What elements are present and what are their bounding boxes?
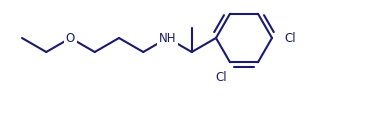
Text: Cl: Cl: [284, 31, 296, 45]
Text: Cl: Cl: [215, 71, 227, 84]
Text: O: O: [66, 31, 75, 45]
Text: NH: NH: [159, 31, 176, 45]
